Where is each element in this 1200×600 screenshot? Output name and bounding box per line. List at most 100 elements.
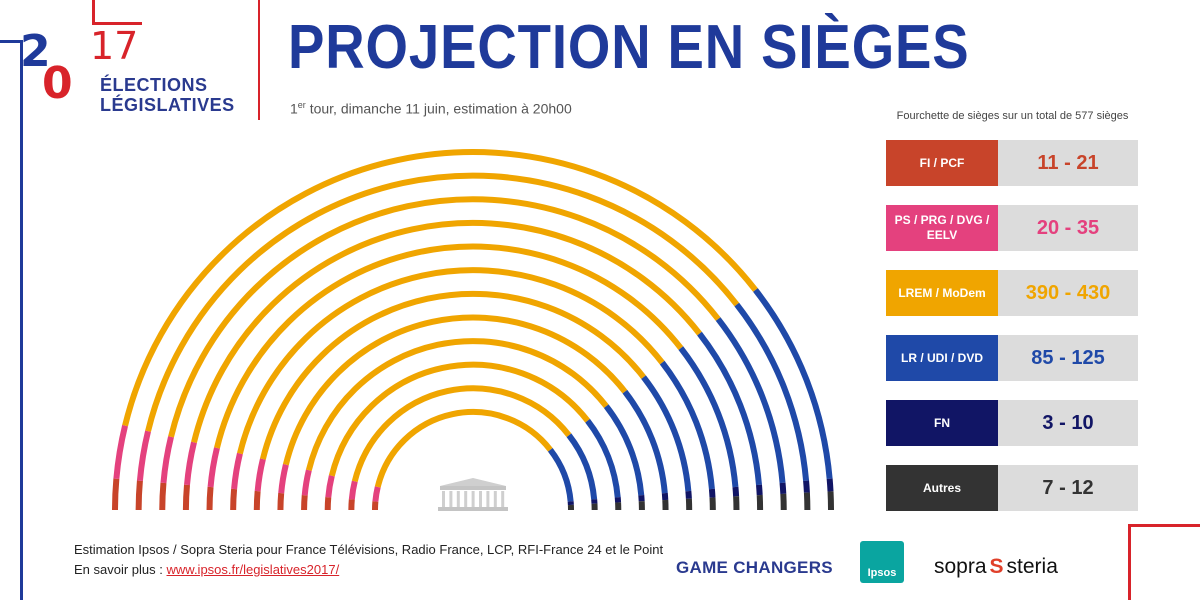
hemicycle-arc-segment bbox=[230, 488, 238, 511]
hemicycle-arc-segment bbox=[159, 482, 167, 511]
page-title: PROJECTION EN SIÈGES bbox=[288, 13, 970, 82]
logo-year-17: 17 bbox=[90, 24, 139, 68]
hemicycle-arc-segment bbox=[182, 484, 190, 511]
frame-blue-bottom bbox=[0, 40, 22, 43]
hemicycle-arc-segment bbox=[348, 480, 358, 500]
hemicycle-arc-segment bbox=[207, 447, 220, 488]
range-row: FN 3 - 10 bbox=[886, 400, 1138, 446]
subtitle-sup: er bbox=[297, 100, 306, 110]
hemicycle-arc-segment bbox=[184, 441, 197, 486]
hemicycle-arc-segment bbox=[325, 475, 335, 498]
hemicycle-arc-segment bbox=[253, 490, 261, 511]
hemicycle-arc-segment bbox=[566, 433, 598, 500]
hemicycle-arc-segment bbox=[301, 469, 312, 496]
party-label: LR / UDI / DVD bbox=[886, 335, 998, 381]
hemicycle-arc-segment bbox=[160, 436, 174, 484]
assembly-building-icon bbox=[438, 478, 508, 511]
hemicycle-arc-segment bbox=[305, 338, 609, 471]
logo-year-2: 2 bbox=[20, 26, 51, 77]
hemicycle-arc-segment bbox=[254, 458, 266, 492]
frame-red-left bbox=[92, 0, 95, 24]
hemicycle-arc-segment bbox=[351, 385, 572, 483]
hemicycle-arc-segment bbox=[547, 447, 574, 502]
hemicycle-arc-segment bbox=[277, 492, 285, 511]
party-label: Autres bbox=[886, 465, 998, 511]
frame-blue-left bbox=[20, 40, 23, 600]
hemicycle-arc-segment bbox=[779, 482, 787, 495]
party-label: FN bbox=[886, 400, 998, 446]
page-subtitle: 1er tour, dimanche 11 juin, estimation à… bbox=[290, 100, 572, 117]
game-changers-logo: GAME CHANGERS bbox=[676, 558, 833, 577]
hemicycle-arc-segment bbox=[732, 486, 740, 497]
hemicycle-arc-segment bbox=[206, 486, 214, 511]
hemicycle-arc-segment bbox=[231, 452, 243, 490]
hemicycle-arc-segment bbox=[685, 490, 692, 499]
range-table-title: Fourchette de sièges sur un total de 577… bbox=[896, 110, 1129, 122]
range-row: PS / PRG / DVG / EELV 20 - 35 bbox=[886, 205, 1138, 251]
hemicycle-arc-segment bbox=[113, 424, 128, 479]
hemicycle-arc-segment bbox=[659, 360, 715, 490]
hemicycle-arc-segment bbox=[237, 267, 665, 455]
hemicycle-arc-segment bbox=[168, 196, 721, 438]
seat-range: 20 - 35 bbox=[998, 205, 1138, 251]
hemicycle-chart bbox=[112, 149, 834, 511]
hemicycle-arc-segment bbox=[708, 488, 716, 498]
range-row: LR / UDI / DVD 85 - 125 bbox=[886, 335, 1138, 381]
hemicycle-arc-segment bbox=[678, 346, 739, 488]
hemicycle-arc-segment bbox=[214, 243, 684, 449]
hemicycle-arc-segment bbox=[803, 480, 810, 493]
hemicycle-arc-segment bbox=[585, 418, 621, 498]
hemicycle-arc-segment bbox=[715, 317, 786, 484]
logo-year-0: 0 bbox=[42, 58, 73, 109]
frame-red-right bbox=[1128, 524, 1200, 527]
frame-red-right-v bbox=[1128, 524, 1131, 600]
logo-label: ÉLECTIONS LÉGISLATIVES bbox=[100, 75, 235, 115]
hemicycle-arc-segment bbox=[282, 314, 628, 466]
frame-divider bbox=[258, 0, 260, 120]
source-note: Estimation Ipsos / Sopra Steria pour Fra… bbox=[74, 540, 663, 580]
range-row: FI / PCF 11 - 21 bbox=[886, 140, 1138, 186]
party-label: LREM / MoDem bbox=[886, 270, 998, 316]
hemicycle-arc-segment bbox=[697, 331, 762, 486]
hemicycle-arc-segment bbox=[301, 494, 308, 511]
sopra-steria-icon: S bbox=[989, 555, 1004, 578]
source-more: En savoir plus : www.ipsos.fr/legislativ… bbox=[74, 560, 663, 580]
steria-text: steria bbox=[1006, 555, 1058, 578]
party-label: PS / PRG / DVG / EELV bbox=[886, 205, 998, 251]
ipsos-logo: Ipsos bbox=[860, 541, 904, 583]
elections-logo: 2 0 17 bbox=[20, 22, 220, 122]
seat-range: 85 - 125 bbox=[998, 335, 1138, 381]
source-line: Estimation Ipsos / Sopra Steria pour Fra… bbox=[74, 542, 664, 557]
hemicycle-arc-segment bbox=[259, 290, 646, 460]
source-more-prefix: En savoir plus : bbox=[74, 562, 167, 577]
logo-line-2: LÉGISLATIVES bbox=[100, 95, 235, 115]
logo-line-1: ÉLECTIONS bbox=[100, 75, 208, 95]
ipsos-logo-text: Ipsos bbox=[867, 567, 897, 579]
hemicycle-arc-segment bbox=[753, 288, 833, 479]
hemicycle-arc-segment bbox=[112, 478, 120, 511]
hemicycle-arc-segment bbox=[641, 375, 692, 492]
hemicycle-arc-segment bbox=[826, 478, 834, 492]
hemicycle-arc-segment bbox=[603, 404, 645, 496]
hemicycle-arc-segment bbox=[372, 486, 381, 502]
hemicycle-arc-segment bbox=[756, 484, 763, 496]
seat-range: 3 - 10 bbox=[998, 400, 1138, 446]
hemicycle-arc-segment bbox=[374, 409, 553, 488]
hemicycle-arc-segment bbox=[278, 463, 289, 494]
seat-range: 390 - 430 bbox=[998, 270, 1138, 316]
hemicycle-arc-segment bbox=[122, 149, 758, 427]
hemicycle-arc-segment bbox=[622, 389, 668, 494]
hemicycle-arc-segment bbox=[324, 497, 332, 511]
seat-range: 11 - 21 bbox=[998, 140, 1138, 186]
party-label: FI / PCF bbox=[886, 140, 998, 186]
hemicycle-arc-segment bbox=[328, 361, 590, 477]
hemicycle-arc-segment bbox=[191, 219, 702, 444]
subtitle-prefix: 1 bbox=[290, 100, 298, 117]
hemicycle-arc-segment bbox=[135, 480, 143, 511]
sopra-text: sopra bbox=[934, 555, 987, 578]
hemicycle-arc-segment bbox=[136, 430, 151, 482]
ipsos-link[interactable]: www.ipsos.fr/legislatives2017/ bbox=[166, 562, 340, 577]
seat-range: 7 - 12 bbox=[998, 465, 1138, 511]
hemicycle-arc-segment bbox=[145, 172, 740, 432]
